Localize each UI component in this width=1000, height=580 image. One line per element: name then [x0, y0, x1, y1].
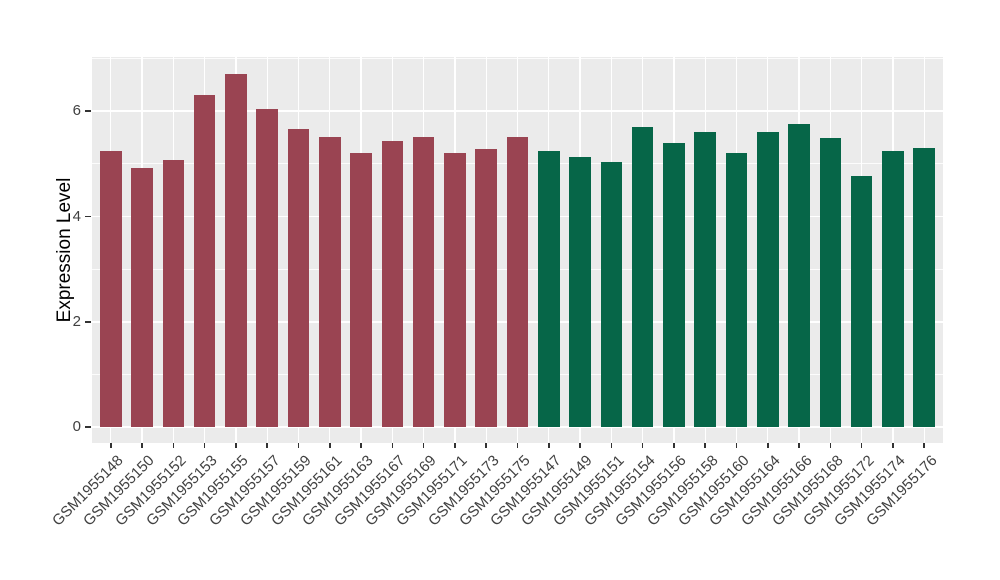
x-tick-mark [266, 443, 268, 448]
bar-GSM1955156 [663, 142, 685, 428]
x-tick-mark [704, 443, 706, 448]
y-tick-label: 6 [72, 102, 81, 120]
y-tick-mark [85, 321, 91, 323]
bar-GSM1955150 [131, 167, 153, 428]
bar-GSM1955163 [350, 153, 372, 428]
x-tick-mark [141, 443, 143, 448]
bar-GSM1955147 [537, 150, 560, 428]
bar-GSM1955174 [882, 151, 904, 428]
x-tick-mark [923, 443, 925, 448]
x-tick-mark [454, 443, 456, 448]
bar-GSM1955160 [725, 152, 748, 428]
x-tick-mark [360, 443, 362, 448]
x-tick-mark [391, 443, 394, 448]
x-tick-mark [203, 443, 206, 448]
bar-GSM1955169 [412, 136, 435, 428]
bar-GSM1955164 [757, 132, 779, 428]
x-tick-mark [798, 443, 800, 448]
x-tick-mark [610, 443, 613, 448]
x-tick-mark [297, 443, 300, 448]
bar-GSM1955168 [819, 137, 842, 428]
x-tick-mark [641, 443, 644, 448]
x-tick-mark [422, 443, 425, 448]
bar-GSM1955153 [193, 94, 216, 428]
x-tick-mark [892, 443, 894, 448]
x-tick-mark [579, 443, 581, 448]
x-tick-mark [829, 443, 832, 448]
x-tick-mark [172, 443, 175, 448]
bar-GSM1955155 [225, 74, 247, 428]
bar-GSM1955151 [600, 161, 623, 428]
bar-GSM1955149 [569, 156, 591, 428]
y-tick-mark [85, 110, 91, 112]
x-tick-mark [860, 443, 863, 448]
x-tick-mark [110, 443, 112, 448]
bar-GSM1955175 [506, 137, 529, 428]
bar-GSM1955167 [381, 140, 404, 428]
x-tick-mark [516, 443, 519, 448]
x-tick-mark [673, 443, 675, 448]
y-tick-mark [85, 215, 91, 218]
bar-GSM1955154 [631, 126, 654, 428]
bar-GSM1955159 [287, 129, 310, 428]
plot-panel [92, 57, 943, 443]
y-tick-label: 4 [72, 207, 81, 225]
y-tick-label: 0 [72, 418, 81, 436]
y-tick-label: 2 [72, 312, 81, 330]
bar-GSM1955158 [694, 132, 716, 428]
bar-GSM1955161 [318, 136, 341, 428]
bar-GSM1955148 [99, 150, 122, 428]
bar-GSM1955157 [256, 109, 278, 428]
bar-GSM1955173 [475, 149, 497, 428]
y-tick-mark [85, 426, 91, 428]
x-tick-mark [767, 443, 769, 448]
y-axis-title: Expression Level [54, 177, 75, 323]
bar-GSM1955172 [850, 176, 873, 428]
x-tick-mark [735, 443, 738, 448]
x-tick-mark [329, 443, 331, 448]
x-tick-mark [235, 443, 237, 448]
bar-GSM1955171 [444, 153, 466, 428]
bar-GSM1955152 [162, 159, 185, 428]
x-tick-mark [485, 443, 487, 448]
bar-GSM1955166 [788, 124, 810, 428]
x-tick-mark [548, 443, 550, 448]
bar-GSM1955176 [913, 147, 935, 428]
